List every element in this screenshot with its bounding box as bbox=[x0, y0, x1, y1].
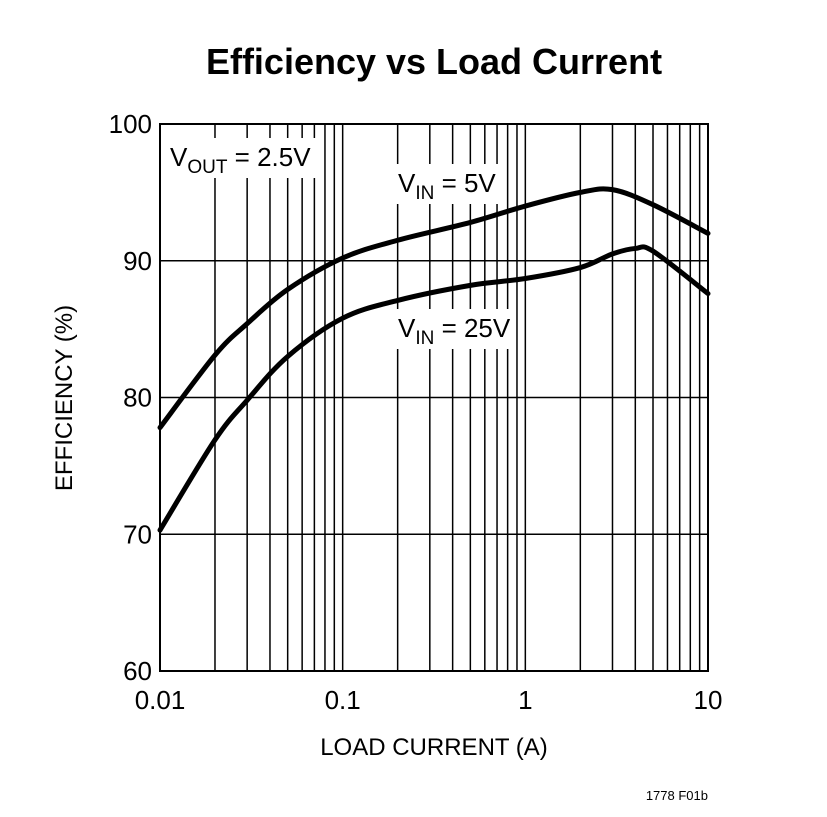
vin-25v-label: VIN = 25V bbox=[398, 313, 511, 349]
y-tick-label: 70 bbox=[123, 519, 152, 549]
series-curves bbox=[157, 186, 711, 533]
y-axis-label: EFFICIENCY (%) bbox=[51, 305, 78, 491]
x-tick-label: 0.1 bbox=[325, 685, 361, 715]
x-tick-label: 1 bbox=[518, 685, 532, 715]
y-tick-label: 60 bbox=[123, 656, 152, 686]
series-line-vin-25v bbox=[157, 244, 711, 533]
chart-title: Efficiency vs Load Current bbox=[206, 41, 662, 82]
vin-5v-label-bg bbox=[394, 164, 498, 204]
x-tick-label: 0.01 bbox=[135, 685, 186, 715]
plot-frame bbox=[159, 123, 709, 672]
annotations: VOUT = 2.5V VIN = 5V VIN = 25V bbox=[166, 138, 512, 349]
series-line-vin-5v bbox=[157, 186, 711, 431]
vout-annotation: VOUT = 2.5V bbox=[170, 142, 311, 178]
x-tick-label: 10 bbox=[694, 685, 723, 715]
grid bbox=[160, 124, 708, 671]
footnote: 1778 F01b bbox=[646, 788, 708, 803]
vout-annotation-bg bbox=[166, 138, 316, 178]
vin-25v-label-bg bbox=[394, 309, 512, 349]
vin-5v-label: VIN = 5V bbox=[398, 168, 496, 204]
y-tick-label: 80 bbox=[123, 383, 152, 413]
y-tick-label: 100 bbox=[109, 109, 152, 139]
y-tick-label: 90 bbox=[123, 246, 152, 276]
tick-labels: 0.01 0.1 1 10 60 70 80 90 100 bbox=[109, 109, 723, 715]
x-axis-label: LOAD CURRENT (A) bbox=[320, 734, 548, 761]
